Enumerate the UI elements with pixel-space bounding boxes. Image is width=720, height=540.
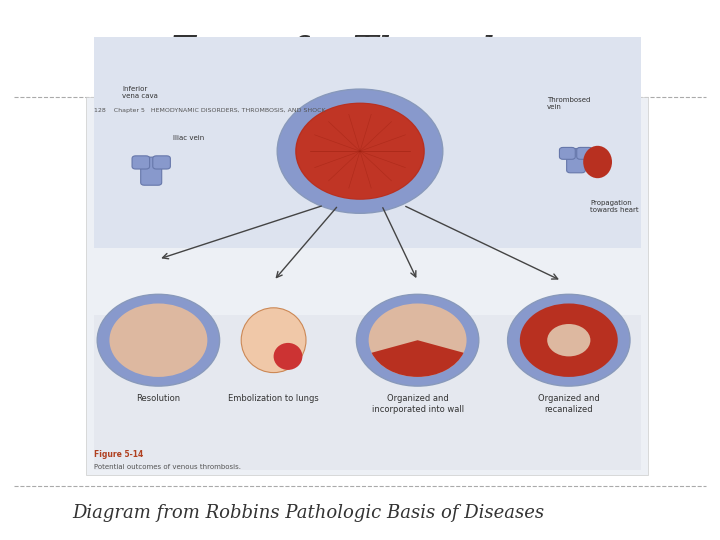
- Text: Inferior
vena cava: Inferior vena cava: [122, 86, 158, 99]
- Text: Fate of a Thrombus: Fate of a Thrombus: [168, 36, 552, 72]
- Text: Potential outcomes of venous thrombosis.: Potential outcomes of venous thrombosis.: [94, 464, 240, 470]
- Circle shape: [297, 104, 423, 199]
- Text: Organized and
incorporated into wall: Organized and incorporated into wall: [372, 394, 464, 414]
- Ellipse shape: [241, 308, 306, 373]
- Text: 128    Chapter 5   HEMODYNAMIC DISORDERS, THROMBOSIS, AND SHOCK: 128 Chapter 5 HEMODYNAMIC DISORDERS, THR…: [94, 108, 325, 113]
- Ellipse shape: [274, 343, 302, 370]
- FancyBboxPatch shape: [94, 315, 641, 470]
- Text: Diagram from Robbins Pathologic Basis of Diseases: Diagram from Robbins Pathologic Basis of…: [72, 504, 544, 522]
- Text: Figure 5-14: Figure 5-14: [94, 450, 143, 459]
- FancyBboxPatch shape: [567, 148, 585, 173]
- FancyBboxPatch shape: [577, 147, 593, 159]
- Circle shape: [295, 103, 425, 200]
- Ellipse shape: [583, 146, 612, 178]
- FancyBboxPatch shape: [153, 156, 171, 169]
- FancyBboxPatch shape: [86, 97, 648, 475]
- Circle shape: [369, 303, 467, 377]
- Text: Embolization to lungs: Embolization to lungs: [228, 394, 319, 403]
- Text: Organized and
recanalized: Organized and recanalized: [538, 394, 600, 414]
- Text: Thrombosed
vein: Thrombosed vein: [547, 97, 590, 110]
- Wedge shape: [372, 340, 464, 377]
- Circle shape: [97, 294, 220, 386]
- FancyBboxPatch shape: [140, 157, 162, 185]
- Circle shape: [508, 294, 630, 386]
- Circle shape: [547, 324, 590, 356]
- Text: Iliac vein: Iliac vein: [173, 135, 204, 141]
- Text: Propagation
towards heart: Propagation towards heart: [590, 200, 639, 213]
- FancyBboxPatch shape: [132, 156, 150, 169]
- FancyBboxPatch shape: [94, 37, 641, 248]
- Text: Resolution: Resolution: [136, 394, 181, 403]
- Circle shape: [109, 303, 207, 377]
- Circle shape: [520, 303, 618, 377]
- Circle shape: [277, 89, 443, 213]
- FancyBboxPatch shape: [559, 147, 575, 159]
- Circle shape: [356, 294, 479, 386]
